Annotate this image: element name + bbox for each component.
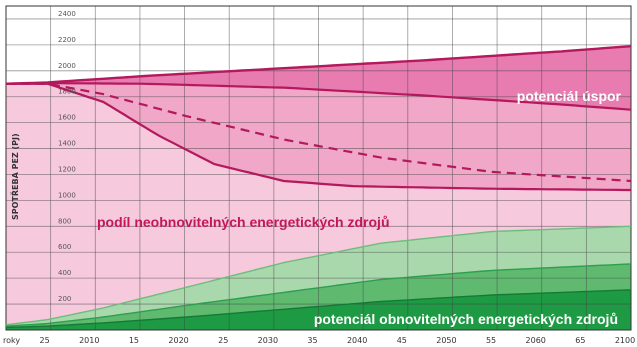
x-tick-labels: 25 2010 15 2020 25 2030 35 2040 45 2050 55 2060 65 21… — [40, 336, 636, 345]
annotation-nonrenewable-share: podíl neobnovitelných energetických zdro… — [97, 214, 390, 230]
x-tick-label: 2010 — [79, 336, 99, 345]
x-tick-label: 25 — [40, 336, 50, 345]
y-tick-label: 400 — [58, 269, 71, 277]
x-tick-label: 35 — [307, 336, 317, 345]
x-tick-label: 2100 — [615, 336, 635, 345]
x-tick-label: 45 — [397, 336, 407, 345]
y-tick-label: 1400 — [58, 140, 76, 148]
x-tick-label: 2040 — [347, 336, 367, 345]
y-tick-label: 1600 — [58, 114, 76, 122]
y-tick-label: 2000 — [58, 62, 76, 70]
annotation-savings-potential: potenciál úspor — [517, 88, 622, 104]
y-tick-label: 1800 — [58, 88, 76, 96]
x-tick-label: 2060 — [526, 336, 546, 345]
y-tick-label: 2400 — [58, 10, 76, 18]
y-tick-label: 800 — [58, 217, 71, 225]
y-tick-label: 1200 — [58, 165, 76, 173]
y-tick-label: 2200 — [58, 36, 76, 44]
x-tick-label: 15 — [129, 336, 139, 345]
y-tick-label: 200 — [58, 295, 71, 303]
y-tick-label: 1000 — [58, 191, 76, 199]
annotation-renewable-potential: potenciál obnovitelných energetických zd… — [314, 311, 618, 327]
x-tick-label: 2050 — [436, 336, 456, 345]
x-axis-title: roky — [3, 336, 20, 345]
x-tick-label: 2020 — [168, 336, 188, 345]
x-tick-label: 55 — [486, 336, 496, 345]
x-tick-label: 65 — [575, 336, 585, 345]
y-tick-label: 600 — [58, 243, 71, 251]
x-tick-label: 25 — [218, 336, 228, 345]
y-axis-title: SPOTŘEBA PEZ (PJ) — [9, 133, 20, 220]
x-tick-label: 2030 — [258, 336, 278, 345]
